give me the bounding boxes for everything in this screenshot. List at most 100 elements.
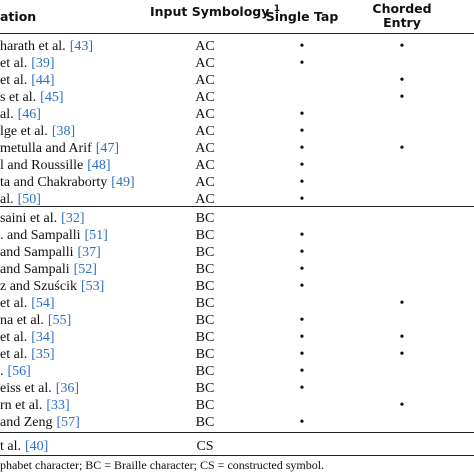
publication: lge et al. [38]	[0, 123, 75, 140]
publication-name: and Sampalli	[0, 245, 74, 260]
publication: eiss et al. [36]	[0, 380, 79, 397]
symbology: AC	[195, 73, 215, 88]
publication: metulla and Arif [47]	[0, 140, 119, 157]
single-tap-dot: •	[299, 228, 305, 243]
publication-name: al.	[0, 192, 14, 207]
publication: al. [46]	[0, 106, 41, 123]
publication: s et al. [45]	[0, 89, 63, 106]
publication-name: t al.	[0, 439, 21, 454]
symbology: BC	[195, 330, 215, 345]
publication-name: et al.	[0, 73, 28, 88]
publication-name: metulla and Arif	[0, 141, 92, 156]
single-tap-dot: •	[299, 415, 305, 430]
single-tap-dot: •	[299, 245, 305, 260]
publication: l and Roussille [48]	[0, 157, 111, 174]
footnote-mark: 1	[273, 4, 281, 14]
single-tap-dot: •	[299, 313, 305, 328]
reference: [34]	[31, 330, 55, 345]
footnote: phabet character; BC = Braille character…	[0, 458, 325, 472]
reference: [51]	[84, 228, 108, 243]
symbology: BC	[195, 279, 215, 294]
reference: [35]	[31, 347, 55, 362]
publication: ta and Chakraborty [49]	[0, 174, 135, 191]
publication-name: s et al.	[0, 90, 37, 105]
reference: [48]	[87, 158, 111, 173]
single-tap-dot: •	[299, 262, 305, 277]
single-tap-dot: •	[299, 175, 305, 190]
symbology: BC	[195, 415, 215, 430]
reference: [32]	[61, 211, 85, 226]
publication: saini et al. [32]	[0, 210, 84, 227]
single-tap-dot: •	[299, 124, 305, 139]
symbology: BC	[195, 245, 215, 260]
publication-name: et al.	[0, 347, 28, 362]
single-tap-dot: •	[299, 107, 305, 122]
reference: [50]	[17, 192, 41, 207]
chorded-dot: •	[399, 90, 405, 105]
publication: harath et al. [43]	[0, 38, 93, 55]
reference: [33]	[46, 398, 70, 413]
symbology: AC	[195, 158, 215, 173]
header-chorded: Chorded Entry	[372, 1, 432, 30]
symbology: AC	[195, 124, 215, 139]
rule	[0, 432, 474, 433]
single-tap-dot: •	[299, 158, 305, 173]
publication-name: eiss et al.	[0, 381, 52, 396]
publication: et al. [44]	[0, 72, 55, 89]
publication: . [56]	[0, 363, 31, 380]
publication-name: l and Roussille	[0, 158, 84, 173]
publication: al. [50]	[0, 191, 41, 208]
reference: [49]	[111, 175, 135, 190]
symbology: BC	[195, 381, 215, 396]
publication: z and Szuścik [53]	[0, 278, 104, 295]
reference: [47]	[95, 141, 120, 156]
publication: t al. [40]	[0, 438, 48, 455]
publication: . and Sampalli [51]	[0, 227, 108, 244]
single-tap-dot: •	[299, 330, 305, 345]
publication-name: et al.	[0, 330, 28, 345]
single-tap-dot: •	[299, 192, 305, 207]
publication: et al. [35]	[0, 346, 55, 363]
reference: [38]	[51, 124, 76, 139]
symbology: AC	[195, 175, 215, 190]
rule	[0, 455, 474, 456]
rule	[0, 33, 474, 34]
reference: [56]	[7, 364, 31, 379]
symbology: AC	[195, 107, 215, 122]
publication-name: lge et al.	[0, 124, 48, 139]
publication: and Sampalli [37]	[0, 244, 101, 261]
single-tap-dot: •	[299, 279, 305, 294]
publication-name: ta and Chakraborty	[0, 175, 108, 190]
chorded-dot: •	[399, 330, 405, 345]
publication: and Sampali [52]	[0, 261, 97, 278]
reference: [40]	[25, 439, 49, 454]
reference: [45]	[40, 90, 64, 105]
publication: et al. [34]	[0, 329, 55, 346]
publication-name: .	[0, 364, 4, 379]
chorded-dot: •	[399, 73, 405, 88]
single-tap-dot: •	[299, 39, 305, 54]
reference: [53]	[80, 279, 105, 294]
reference: [36]	[55, 381, 80, 396]
publication-name: et al.	[0, 56, 28, 71]
publication-name: and Sampali	[0, 262, 70, 277]
reference: [55]	[47, 313, 72, 328]
reference: [46]	[17, 107, 41, 122]
symbology: AC	[195, 56, 215, 71]
publication: na et al. [55]	[0, 312, 71, 329]
publication-name: et al.	[0, 296, 28, 311]
reference: [43]	[69, 39, 94, 54]
header-publication: ation	[0, 9, 37, 24]
symbology: BC	[195, 398, 215, 413]
reference: [39]	[31, 56, 55, 71]
single-tap-dot: •	[299, 381, 305, 396]
symbology: BC	[195, 262, 215, 277]
single-tap-dot: •	[299, 56, 305, 71]
chorded-dot: •	[399, 296, 405, 311]
reference: [44]	[31, 73, 55, 88]
publication: et al. [54]	[0, 295, 55, 312]
rule	[0, 206, 474, 207]
chorded-dot: •	[399, 347, 405, 362]
publication: rn et al. [33]	[0, 397, 70, 414]
symbology: AC	[195, 90, 215, 105]
